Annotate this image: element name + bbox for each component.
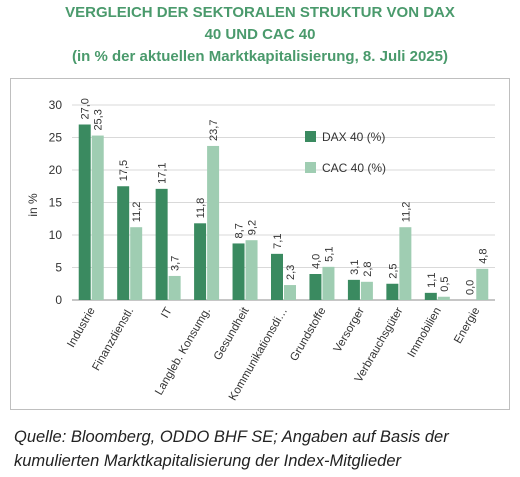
source-line-1: Quelle: Bloomberg, ODDO BHF SE; Angaben …	[14, 428, 449, 446]
source-line-2: kumulierten Marktkapitalisierung der Ind…	[14, 452, 402, 470]
bar-cac-8	[399, 227, 412, 300]
legend-swatch	[305, 162, 316, 173]
value-label: 8,7	[234, 223, 246, 238]
value-label: 23,7	[208, 120, 220, 141]
legend-label: DAX 40 (%)	[322, 130, 385, 144]
bar-cac-5	[284, 285, 296, 300]
bar-cac-9	[437, 296, 450, 300]
value-label: 0,0	[464, 280, 476, 295]
value-label: 2,5	[387, 263, 399, 278]
y-axis-label: in %	[26, 193, 40, 217]
bar-dax-4	[232, 243, 245, 300]
x-tick-label: Finanzdienstl.	[90, 306, 136, 373]
y-tick-label: 30	[49, 98, 63, 112]
gridlines	[72, 104, 495, 301]
bar-cac-4	[245, 240, 258, 300]
value-label: 11,2	[131, 202, 143, 223]
x-tick-label: Industrie	[65, 306, 97, 350]
bar-chart: 0 5 10 15 20 25 30 in % 27,025,3 17,5 11,2 17,1 3,…	[26, 98, 495, 403]
y-tick-label: 20	[49, 163, 63, 177]
bar-cac-0	[91, 135, 104, 300]
y-tick-label: 10	[49, 228, 63, 242]
bar-dax-5	[271, 253, 283, 300]
bar-dax-6	[309, 274, 322, 300]
x-tick-label: Grundstoffe	[288, 306, 328, 364]
legend-label: CAC 40 (%)	[322, 161, 386, 175]
bars	[78, 124, 489, 300]
x-tick-label: Energie	[452, 306, 482, 346]
y-tick-label: 25	[49, 131, 63, 145]
y-tick-label: 0	[55, 293, 62, 307]
value-label: 4,8	[477, 249, 489, 264]
value-label: 17,5	[118, 160, 130, 181]
x-tick-label: IT	[159, 306, 175, 321]
chart-frame	[10, 78, 510, 410]
value-label: 5,1	[323, 247, 335, 262]
value-label: 17,1	[157, 162, 169, 183]
legend-swatch	[305, 131, 316, 142]
value-label: 3,7	[170, 256, 182, 271]
bar-cac-7	[360, 281, 373, 300]
bar-dax-3	[194, 223, 207, 300]
value-labels: 27,025,3 17,5 11,2 17,1 3,7 11,8 23,7 8,7 9,2 7,1…	[80, 98, 490, 295]
value-label: 3,1	[349, 260, 361, 275]
chart-subtitle: (in % der aktuellen Marktkapitalisierung…	[72, 48, 448, 65]
bar-cac-2	[168, 275, 181, 300]
legend: DAX 40 (%) CAC 40 (%)	[305, 130, 386, 175]
bar-dax-2	[155, 188, 168, 300]
value-label: 11,2	[400, 202, 412, 223]
x-tick-label: Versorger	[332, 305, 367, 354]
value-label: 27,0	[80, 98, 92, 119]
bar-dax-7	[347, 279, 360, 300]
value-label: 2,3	[285, 265, 297, 280]
bar-dax-8	[386, 283, 399, 300]
bar-cac-1	[130, 227, 143, 300]
x-tick-label: Langleb. Konsumg.	[153, 306, 213, 398]
value-label: 1,1	[426, 273, 438, 288]
bar-cac-3	[207, 145, 220, 300]
value-label: 7,1	[272, 234, 284, 249]
x-tick-label: Gesundheit	[212, 305, 252, 363]
chart-title-line-2: 40 UND CAC 40	[204, 26, 316, 43]
value-label: 9,2	[247, 220, 259, 235]
bar-cac-10	[476, 268, 489, 300]
value-label: 4,0	[310, 254, 322, 269]
y-tick-label: 5	[55, 261, 62, 275]
bar-dax-0	[78, 124, 91, 300]
source-note: Quelle: Bloomberg, ODDO BHF SE; Angaben …	[14, 425, 514, 473]
chart-title-line-1: VERGLEICH DER SEKTORALEN STRUKTUR VON DA…	[65, 4, 455, 21]
bar-cac-6	[322, 266, 335, 300]
value-label: 11,8	[195, 198, 207, 219]
y-tick-labels: 0 5 10 15 20 25 30	[49, 98, 63, 307]
value-label: 0,5	[439, 276, 451, 291]
bar-dax-9	[424, 292, 437, 300]
x-tick-label: Immobilien	[406, 306, 444, 360]
value-label: 25,3	[93, 109, 105, 130]
value-label: 2,8	[362, 262, 374, 277]
y-tick-label: 15	[49, 196, 63, 210]
bar-dax-1	[117, 186, 130, 300]
